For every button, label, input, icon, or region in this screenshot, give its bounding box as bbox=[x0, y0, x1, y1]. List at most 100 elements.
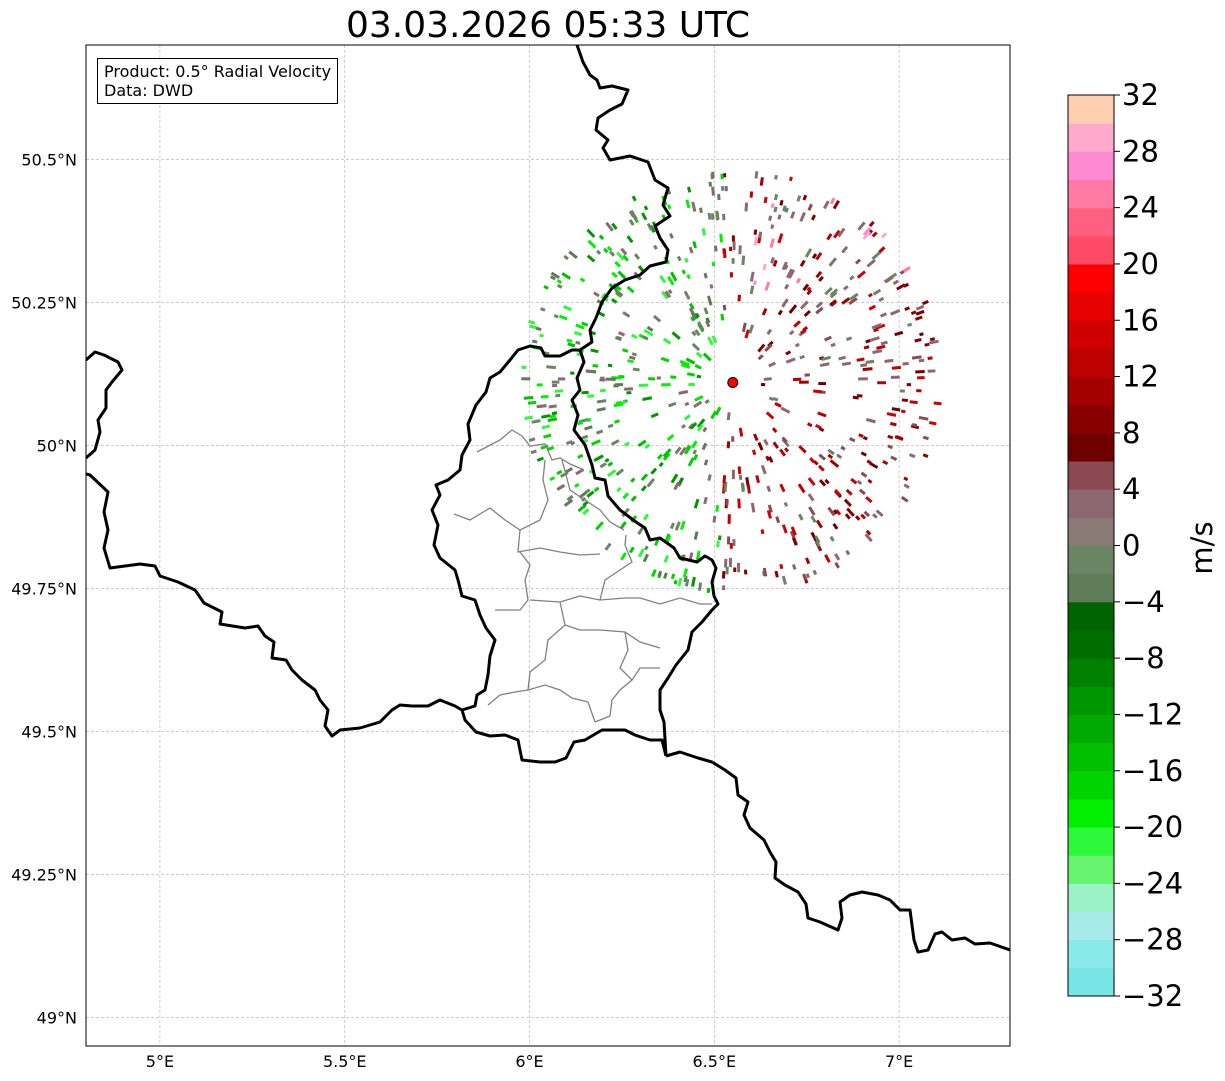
velocity-echo bbox=[818, 275, 824, 282]
velocity-echo bbox=[750, 502, 756, 513]
velocity-echo bbox=[922, 453, 929, 458]
velocity-echo bbox=[546, 365, 556, 370]
velocity-echo bbox=[640, 473, 649, 482]
velocity-echo bbox=[768, 396, 775, 402]
velocity-echo bbox=[696, 374, 702, 379]
velocity-echo bbox=[793, 320, 801, 328]
velocity-echo bbox=[549, 414, 556, 419]
velocity-echo bbox=[642, 335, 649, 341]
velocity-echo bbox=[697, 582, 703, 591]
velocity-echo bbox=[678, 390, 689, 395]
velocity-echo bbox=[543, 433, 552, 439]
velocity-echo bbox=[813, 460, 819, 466]
velocity-echo bbox=[555, 393, 561, 398]
velocity-echo bbox=[584, 425, 593, 431]
velocity-echo bbox=[556, 279, 563, 285]
velocity-echo bbox=[581, 390, 589, 395]
velocity-echo bbox=[710, 213, 715, 220]
velocity-echo bbox=[763, 377, 772, 381]
velocity-echo bbox=[673, 481, 680, 491]
velocity-echo bbox=[770, 257, 775, 264]
lat-tick-label: 49.75°N bbox=[11, 579, 77, 598]
velocity-echo bbox=[722, 475, 727, 484]
lat-tick-label: 50.5°N bbox=[21, 150, 77, 169]
velocity-echo bbox=[837, 227, 846, 238]
velocity-echo bbox=[707, 474, 712, 482]
product-text: Product: 0.5° Radial Velocity bbox=[104, 62, 332, 81]
velocity-echo bbox=[531, 419, 541, 424]
velocity-echo bbox=[911, 355, 922, 360]
colorbar-segment bbox=[1068, 123, 1114, 152]
velocity-echo bbox=[875, 509, 884, 518]
velocity-echo bbox=[577, 453, 584, 459]
velocity-echo bbox=[694, 363, 702, 370]
velocity-echo bbox=[819, 362, 830, 368]
velocity-echo bbox=[726, 536, 731, 545]
velocity-echo bbox=[818, 427, 825, 432]
velocity-echo bbox=[540, 394, 549, 399]
velocity-echo bbox=[733, 567, 737, 573]
colorbar-unit-label: m/s bbox=[1185, 521, 1219, 574]
velocity-echo bbox=[738, 245, 742, 255]
velocity-echo bbox=[806, 422, 813, 428]
velocity-echo bbox=[671, 331, 681, 340]
velocity-echo bbox=[573, 330, 583, 337]
velocity-echo bbox=[738, 427, 744, 437]
velocity-echo bbox=[796, 195, 802, 202]
velocity-echo bbox=[614, 419, 620, 424]
velocity-echo bbox=[903, 282, 910, 288]
velocity-echo bbox=[788, 176, 793, 182]
velocity-echo bbox=[815, 301, 823, 309]
velocity-echo bbox=[871, 251, 881, 261]
velocity-echo bbox=[779, 483, 786, 493]
velocity-echo bbox=[558, 314, 568, 321]
velocity-echo bbox=[707, 212, 712, 220]
velocity-echo bbox=[872, 513, 878, 519]
velocity-echo bbox=[690, 316, 696, 322]
velocity-echo bbox=[701, 442, 708, 451]
velocity-echo bbox=[891, 365, 902, 370]
velocity-echo bbox=[566, 494, 574, 502]
velocity-echo bbox=[737, 498, 741, 509]
velocity-echo bbox=[741, 255, 746, 266]
velocity-echo bbox=[616, 335, 622, 341]
colorbar-segment bbox=[1068, 545, 1114, 575]
velocity-echo bbox=[628, 210, 635, 218]
colorbar bbox=[1068, 95, 1114, 997]
velocity-echo bbox=[706, 587, 711, 594]
colorbar-tick-label: 8 bbox=[1122, 416, 1140, 450]
velocity-echo bbox=[606, 245, 613, 252]
velocity-echo bbox=[781, 524, 788, 534]
velocity-echo bbox=[815, 519, 823, 529]
velocity-echo bbox=[860, 451, 867, 457]
velocity-echo bbox=[676, 255, 682, 262]
colorbar-segment bbox=[1068, 432, 1114, 462]
velocity-echo bbox=[723, 481, 728, 492]
velocity-echo bbox=[895, 435, 903, 440]
velocity-echo bbox=[679, 446, 687, 456]
velocity-echo bbox=[832, 522, 839, 530]
velocity-echo bbox=[593, 454, 604, 462]
velocity-echo bbox=[781, 436, 788, 444]
velocity-echo bbox=[624, 387, 634, 391]
velocity-echo bbox=[683, 290, 691, 300]
velocity-echo bbox=[845, 488, 853, 496]
velocity-echo bbox=[677, 577, 683, 587]
velocity-echo bbox=[726, 412, 731, 421]
lat-tick-label: 49.25°N bbox=[11, 865, 77, 884]
velocity-echo bbox=[849, 437, 856, 443]
velocity-echo bbox=[521, 365, 527, 370]
colorbar-tick-label: −8 bbox=[1122, 641, 1165, 675]
velocity-echo bbox=[845, 549, 851, 556]
velocity-echo bbox=[849, 292, 859, 301]
velocity-echo bbox=[764, 343, 773, 352]
velocity-echo bbox=[722, 585, 726, 591]
velocity-echo bbox=[575, 323, 585, 330]
velocity-echo bbox=[691, 342, 701, 352]
velocity-echo bbox=[662, 337, 672, 345]
velocity-echo bbox=[753, 433, 759, 442]
velocity-echo bbox=[669, 232, 674, 239]
velocity-echo bbox=[841, 245, 849, 254]
velocity-echo bbox=[862, 435, 868, 441]
velocity-echo bbox=[656, 376, 661, 380]
